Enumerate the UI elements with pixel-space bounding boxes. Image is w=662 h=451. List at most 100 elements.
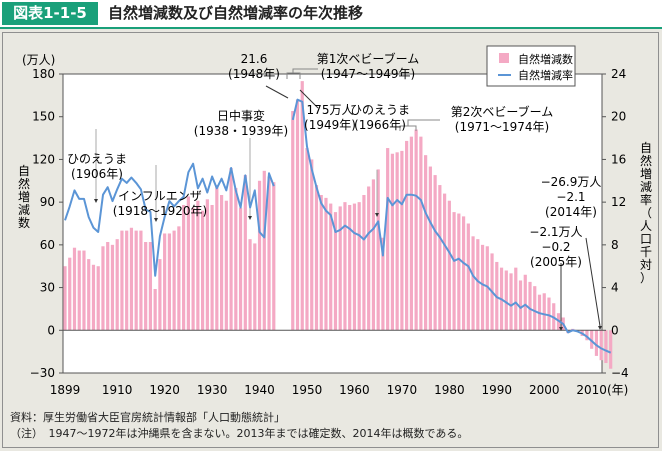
bar-1982: [457, 213, 461, 331]
x-tick-label: 1930: [197, 383, 228, 397]
bar-1933: [224, 200, 228, 331]
bar-1912: [125, 230, 129, 331]
x-tick-label: 1910: [102, 383, 133, 397]
bracket-babyboom1: [286, 68, 318, 79]
bar-1965: [376, 169, 380, 331]
bar-1906: [96, 266, 100, 331]
bar-1967: [386, 148, 390, 331]
legend-bar-swatch: [499, 53, 509, 63]
bar-1905: [91, 264, 96, 331]
bar-1918: [153, 288, 157, 331]
bar-1960: [352, 203, 357, 331]
source-note: 資料：厚生労働省大臣官房統計情報部「人口動態統計」: [10, 411, 285, 424]
bar-1994: [514, 267, 518, 331]
leader-1948: [265, 85, 289, 99]
bar-1953: [319, 195, 323, 331]
bar-1909: [110, 244, 115, 331]
bar-1979: [443, 193, 447, 331]
bar-1928: [201, 210, 205, 331]
left-tick-label: 120: [32, 152, 55, 166]
bar-1977: [433, 175, 437, 331]
bar-1976: [428, 166, 432, 331]
leader-2014: [585, 237, 601, 327]
bar-1914: [134, 230, 138, 331]
bar-2009: [585, 330, 589, 341]
figure-title: 自然増減数及び自然増減率の年次推移: [108, 4, 364, 22]
bar-1983: [461, 216, 466, 331]
bar-1962: [362, 195, 366, 331]
bar-1917: [148, 242, 153, 331]
bar-1927: [196, 200, 200, 331]
bar-1930: [210, 204, 214, 331]
right-tick-label: −4: [611, 366, 629, 380]
bar-1964: [371, 179, 376, 331]
annotation-rate1948: 21.6 (1948年): [228, 52, 280, 81]
x-tick-label: 2000: [529, 383, 560, 397]
right-tick-label: 0: [611, 323, 619, 337]
arrow-2005: [559, 327, 563, 331]
bar-1958: [343, 202, 347, 331]
bar-1996: [523, 274, 527, 331]
bar-1949: [300, 81, 304, 331]
bar-1936: [238, 207, 243, 331]
bar-1922: [172, 230, 176, 331]
bar-1954: [324, 197, 328, 331]
annotation-influenza: インフルエンザ(1918〜1920年): [113, 189, 207, 218]
bar-2010: [590, 330, 594, 349]
annotation-peak1949: 175万人(1949年): [304, 103, 356, 132]
arrow-2014: [598, 326, 602, 330]
bar-1916: [144, 242, 148, 331]
arrow-1906: [94, 199, 98, 203]
bar-1952: [314, 185, 319, 331]
bar-1911: [120, 230, 124, 331]
bar-1924: [182, 204, 186, 331]
annotation-y2005: −2.1万人−0.2 (2005年): [529, 225, 582, 269]
bar-1970: [400, 150, 404, 331]
bar-1901: [72, 247, 77, 331]
bar-2014: [609, 330, 613, 369]
bar-1907: [101, 246, 105, 331]
left-axis-unit: (万人): [22, 53, 55, 67]
bar-1984: [466, 223, 470, 331]
bar-1956: [333, 212, 338, 331]
leader-1949: [299, 89, 319, 109]
bar-1978: [438, 185, 442, 331]
right-tick-label: 20: [611, 110, 626, 124]
left-tick-label: 150: [32, 110, 55, 124]
x-tick-label: 1899: [50, 383, 81, 397]
right-tick-label: 4: [611, 281, 619, 295]
bar-1908: [106, 242, 110, 331]
bar-1981: [452, 212, 456, 331]
bar-1985: [471, 236, 475, 331]
left-tick-label: 180: [32, 67, 55, 81]
bar-1963: [367, 186, 371, 331]
bar-1974: [419, 136, 423, 331]
annotation-y2014: −26.9万人−2.1 (2014年): [541, 175, 602, 219]
bar-1940: [257, 180, 262, 331]
legend: 自然増減数 自然増減率: [486, 45, 576, 87]
x-tick-label: 1920: [149, 383, 180, 397]
bar-1925: [186, 196, 190, 331]
bar-1997: [528, 281, 532, 331]
bar-2001: [547, 297, 551, 331]
annotation-hinoeuma1966: ひのえうま(1966年): [350, 103, 410, 132]
bar-1948: [295, 99, 300, 331]
bar-1992: [504, 270, 508, 331]
left-tick-label: 0: [47, 323, 55, 337]
bar-1957: [338, 206, 342, 331]
bar-1919: [158, 259, 162, 331]
x-tick-label: 1980: [434, 383, 465, 397]
bar-1910: [115, 239, 119, 331]
bar-1995: [518, 280, 523, 331]
bar-1938: [248, 239, 252, 331]
x-tick-label: 1960: [339, 383, 370, 397]
bar-2000: [542, 293, 546, 331]
left-tick-label: 60: [40, 238, 55, 252]
right-tick-label: 16: [611, 152, 626, 166]
bar-1993: [509, 273, 513, 331]
bar-1951: [310, 159, 314, 331]
bar-1902: [77, 250, 81, 331]
bar-1915: [139, 230, 143, 331]
bar-1934: [229, 167, 233, 331]
